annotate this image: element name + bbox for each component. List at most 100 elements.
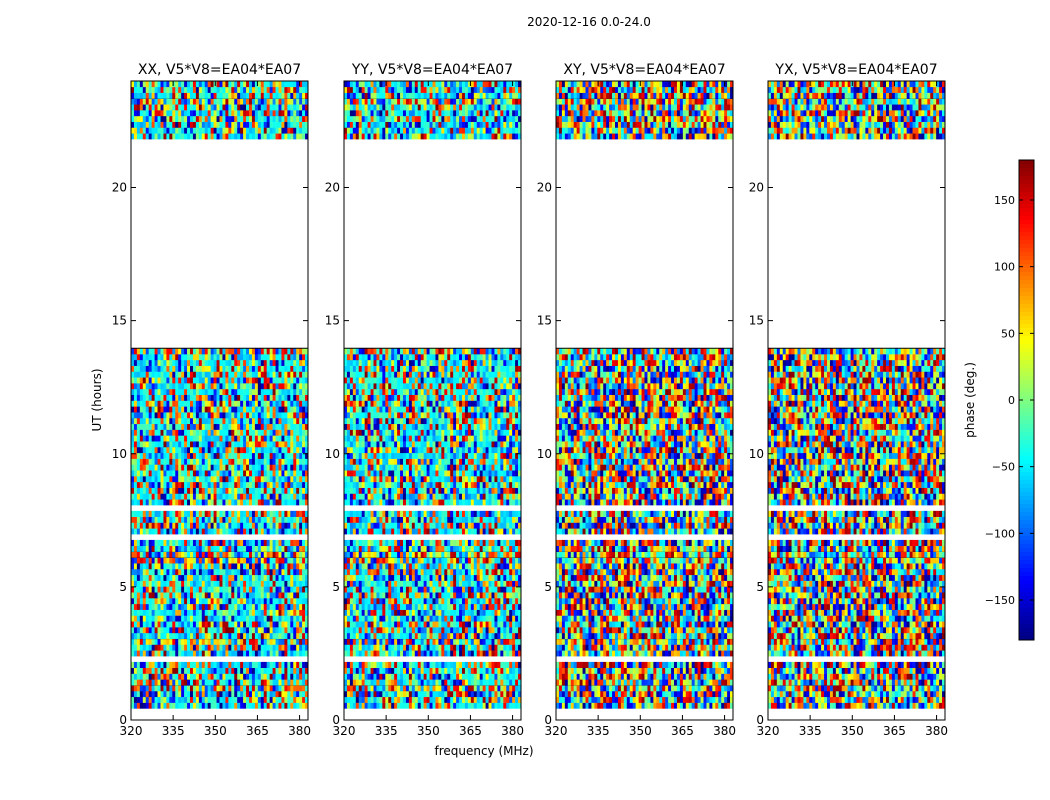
heatmap-cell <box>231 127 235 134</box>
heatmap-cell <box>361 673 365 680</box>
heatmap-cell <box>349 650 354 657</box>
heatmap-cell <box>154 603 158 610</box>
heatmap-cell <box>231 667 235 674</box>
heatmap-cell <box>228 470 232 477</box>
heatmap-cell <box>257 685 262 692</box>
heatmap-cell <box>187 429 191 436</box>
heatmap-cell <box>287 133 291 140</box>
heatmap-cell <box>234 400 238 407</box>
heatmap-cell <box>219 539 223 547</box>
heatmap-cell <box>166 487 170 494</box>
heatmap-cell <box>154 412 158 419</box>
heatmap-cell <box>272 377 276 384</box>
heatmap-cell <box>299 702 303 709</box>
heatmap-cell <box>488 644 492 651</box>
heatmap-cell <box>136 383 141 390</box>
heatmap-cell <box>281 685 285 692</box>
heatmap-cell <box>240 121 244 128</box>
heatmap-cell <box>139 528 144 535</box>
heatmap-cell <box>447 679 451 686</box>
heatmap-cell <box>184 690 188 698</box>
x-tick-label: 365 <box>246 724 269 738</box>
heatmap-cell <box>269 487 273 494</box>
heatmap-cell <box>131 609 135 616</box>
heatmap-cell <box>278 574 282 581</box>
heatmap-cell <box>266 632 270 639</box>
heatmap-cell <box>254 354 259 361</box>
heatmap-cell <box>160 499 164 506</box>
heatmap-cell <box>246 458 250 465</box>
heatmap-cell <box>344 632 348 639</box>
heatmap-cell <box>234 667 238 674</box>
heatmap-cell <box>237 359 241 366</box>
heatmap-cell <box>302 400 306 407</box>
heatmap-cell <box>503 644 507 651</box>
heatmap-cell <box>243 673 247 680</box>
heatmap-cell <box>184 441 188 448</box>
heatmap-cell <box>201 592 206 599</box>
heatmap-cell <box>190 499 194 506</box>
heatmap-cell <box>163 354 167 361</box>
heatmap-cell <box>397 673 401 680</box>
heatmap-cell <box>243 621 247 628</box>
heatmap-cell <box>154 621 158 628</box>
heatmap-cell <box>219 383 223 390</box>
heatmap-cell <box>287 354 291 361</box>
heatmap-cell <box>195 545 200 552</box>
heatmap-cell <box>175 685 179 692</box>
heatmap-cell <box>213 464 217 471</box>
heatmap-cell <box>305 574 309 581</box>
heatmap-cell <box>210 702 214 709</box>
heatmap-cell <box>222 383 226 390</box>
heatmap-cell <box>251 615 256 622</box>
heatmap-cell <box>213 510 217 517</box>
heatmap-cell <box>240 679 244 686</box>
heatmap-cell <box>210 621 214 628</box>
heatmap-cell <box>204 499 208 506</box>
heatmap-cell <box>207 446 211 454</box>
heatmap-cell <box>391 644 395 651</box>
heatmap-cell <box>391 667 395 674</box>
heatmap-cell <box>302 481 306 488</box>
heatmap-cell <box>254 690 259 698</box>
heatmap-cell <box>355 638 360 645</box>
heatmap-cell <box>204 598 208 605</box>
heatmap-cell <box>275 510 279 517</box>
heatmap-cell <box>154 441 158 448</box>
heatmap-cell <box>305 81 309 88</box>
heatmap-cell <box>254 487 259 494</box>
heatmap-cell <box>266 568 270 576</box>
heatmap-cell <box>195 615 200 622</box>
heatmap-cell <box>181 621 185 628</box>
heatmap-cell <box>346 627 351 634</box>
heatmap-cell <box>278 551 282 558</box>
heatmap-cell <box>278 98 282 105</box>
heatmap-cell <box>299 464 303 471</box>
heatmap-cell <box>169 487 173 494</box>
heatmap-cell <box>251 110 256 117</box>
heatmap-cell <box>506 673 510 680</box>
heatmap-cell <box>450 627 454 634</box>
heatmap-cell <box>287 638 291 645</box>
heatmap-cell <box>269 348 273 355</box>
heatmap-cell <box>231 702 235 709</box>
heatmap-cell <box>204 603 208 610</box>
heatmap-cell <box>192 702 197 709</box>
heatmap-cell <box>275 133 279 140</box>
heatmap-cell <box>234 92 238 99</box>
heatmap-cell <box>246 435 250 442</box>
heatmap-cell <box>133 592 138 599</box>
heatmap-cell <box>219 696 223 703</box>
heatmap-cell <box>216 476 220 483</box>
heatmap-cell <box>293 609 297 616</box>
heatmap-cell <box>160 359 164 366</box>
heatmap-cell <box>441 632 445 639</box>
heatmap-cell <box>133 580 138 587</box>
heatmap-cell <box>257 580 262 587</box>
heatmap-cell <box>184 446 188 454</box>
heatmap-cell <box>184 470 188 477</box>
heatmap-cell <box>213 470 217 477</box>
heatmap-cell <box>213 621 217 628</box>
heatmap-cell <box>198 423 203 430</box>
heatmap-cell <box>234 690 238 698</box>
